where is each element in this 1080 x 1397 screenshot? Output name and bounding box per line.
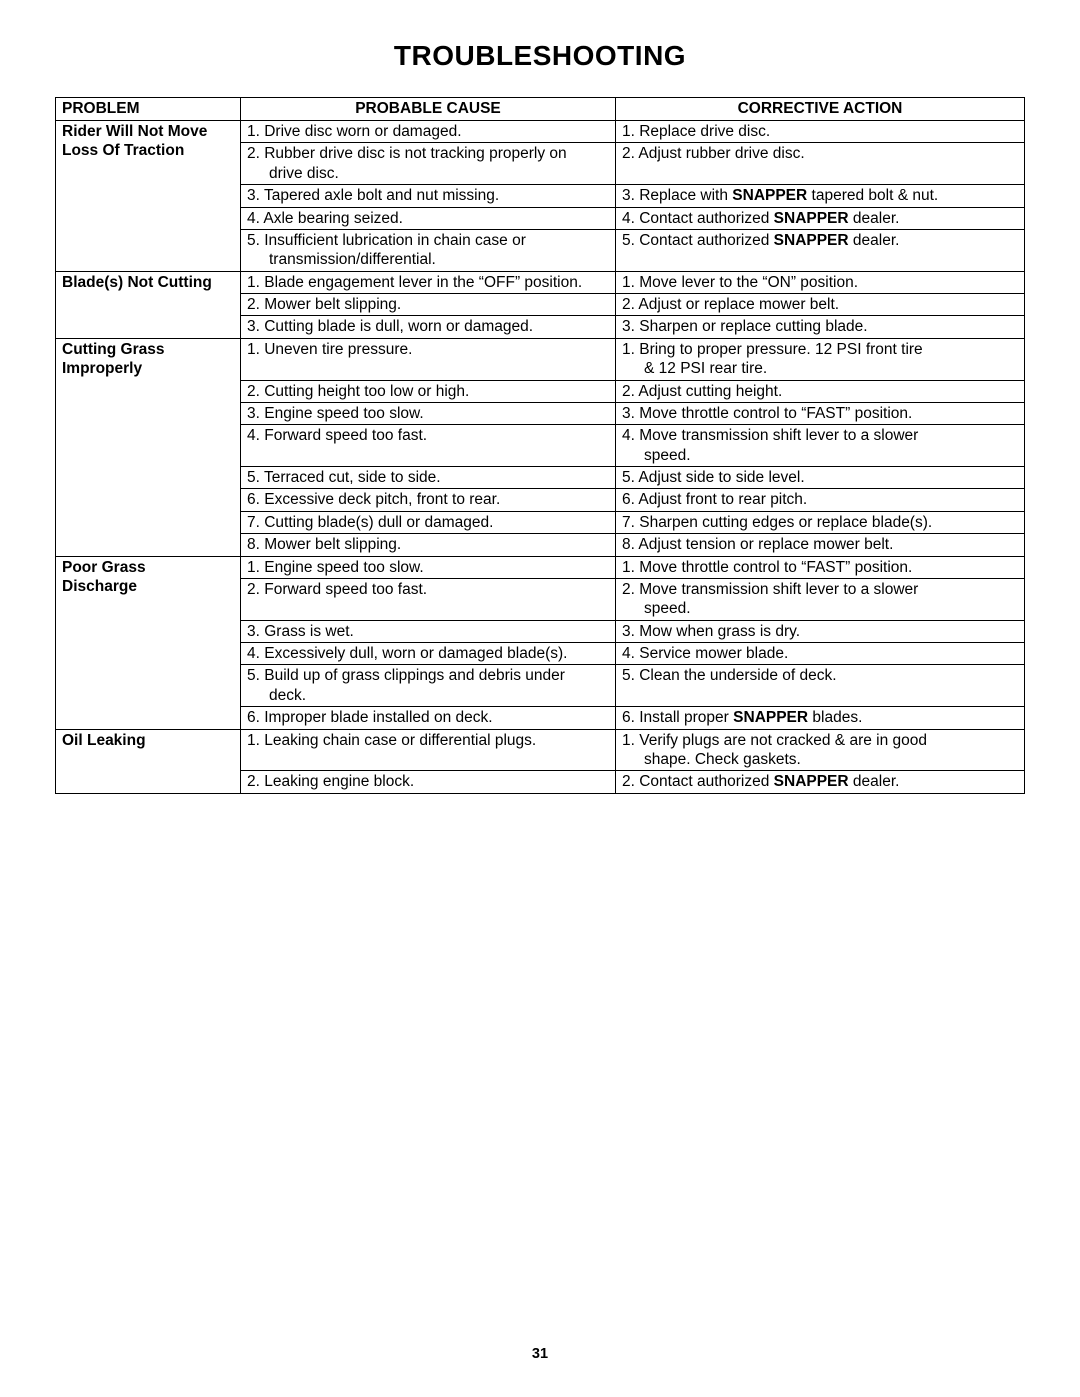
action-cell: 6. Install proper SNAPPER blades. bbox=[616, 707, 1025, 729]
cause-cell: 3. Engine speed too slow. bbox=[241, 402, 616, 424]
cause-cell: 2. Forward speed too fast. bbox=[241, 578, 616, 620]
cause-continuation: transmission/differential. bbox=[247, 251, 436, 268]
action-cell: 4. Service mower blade. bbox=[616, 643, 1025, 665]
cause-cell: 2. Cutting height too low or high. bbox=[241, 380, 616, 402]
cause-cell: 1. Engine speed too slow. bbox=[241, 556, 616, 578]
table-row: Poor GrassDischarge1. Engine speed too s… bbox=[56, 556, 1025, 578]
cause-continuation: drive disc. bbox=[247, 165, 339, 182]
action-cell: 2. Adjust rubber drive disc. bbox=[616, 143, 1025, 185]
action-cell: 5. Clean the underside of deck. bbox=[616, 665, 1025, 707]
action-cell: 3. Sharpen or replace cutting blade. bbox=[616, 316, 1025, 338]
header-problem: PROBLEM bbox=[56, 98, 241, 121]
header-cause: PROBABLE CAUSE bbox=[241, 98, 616, 121]
action-continuation: speed. bbox=[622, 600, 691, 617]
action-cell: 1. Verify plugs are not cracked & are in… bbox=[616, 729, 1025, 771]
page-number: 31 bbox=[0, 1346, 1080, 1362]
cause-cell: 4. Axle bearing seized. bbox=[241, 207, 616, 229]
cause-cell: 1. Leaking chain case or differential pl… bbox=[241, 729, 616, 771]
action-cell: 7. Sharpen cutting edges or replace blad… bbox=[616, 511, 1025, 533]
cause-cell: 1. Drive disc worn or damaged. bbox=[241, 121, 616, 143]
action-continuation: speed. bbox=[622, 447, 691, 464]
problem-cell: Oil Leaking bbox=[56, 729, 241, 793]
action-cell: 2. Move transmission shift lever to a sl… bbox=[616, 578, 1025, 620]
action-cell: 2. Contact authorized SNAPPER dealer. bbox=[616, 771, 1025, 793]
table-row: Cutting GrassImproperly1. Uneven tire pr… bbox=[56, 338, 1025, 380]
action-cell: 2. Adjust or replace mower belt. bbox=[616, 294, 1025, 316]
brand-name: SNAPPER bbox=[733, 709, 808, 726]
action-cell: 6. Adjust front to rear pitch. bbox=[616, 489, 1025, 511]
action-cell: 1. Move lever to the “ON” position. bbox=[616, 271, 1025, 293]
table-body: Rider Will Not MoveLoss Of Traction1. Dr… bbox=[56, 121, 1025, 794]
brand-name: SNAPPER bbox=[732, 187, 807, 204]
action-cell: 4. Contact authorized SNAPPER dealer. bbox=[616, 207, 1025, 229]
cause-cell: 6. Improper blade installed on deck. bbox=[241, 707, 616, 729]
cause-cell: 1. Blade engagement lever in the “OFF” p… bbox=[241, 271, 616, 293]
cause-cell: 3. Tapered axle bolt and nut missing. bbox=[241, 185, 616, 207]
problem-cell: Poor GrassDischarge bbox=[56, 556, 241, 729]
cause-cell: 2. Rubber drive disc is not tracking pro… bbox=[241, 143, 616, 185]
table-row: Oil Leaking1. Leaking chain case or diff… bbox=[56, 729, 1025, 771]
brand-name: SNAPPER bbox=[774, 773, 849, 790]
cause-cell: 3. Grass is wet. bbox=[241, 620, 616, 642]
brand-name: SNAPPER bbox=[774, 210, 849, 227]
cause-cell: 4. Forward speed too fast. bbox=[241, 425, 616, 467]
cause-cell: 8. Mower belt slipping. bbox=[241, 534, 616, 556]
cause-cell: 3. Cutting blade is dull, worn or damage… bbox=[241, 316, 616, 338]
table-row: Blade(s) Not Cutting1. Blade engagement … bbox=[56, 271, 1025, 293]
cause-cell: 1. Uneven tire pressure. bbox=[241, 338, 616, 380]
action-continuation: & 12 PSI rear tire. bbox=[622, 360, 767, 377]
action-cell: 4. Move transmission shift lever to a sl… bbox=[616, 425, 1025, 467]
action-cell: 1. Bring to proper pressure. 12 PSI fron… bbox=[616, 338, 1025, 380]
cause-cell: 4. Excessively dull, worn or damaged bla… bbox=[241, 643, 616, 665]
action-cell: 3. Move throttle control to “FAST” posit… bbox=[616, 402, 1025, 424]
cause-cell: 2. Leaking engine block. bbox=[241, 771, 616, 793]
action-cell: 1. Move throttle control to “FAST” posit… bbox=[616, 556, 1025, 578]
brand-name: SNAPPER bbox=[774, 232, 849, 249]
cause-cell: 2. Mower belt slipping. bbox=[241, 294, 616, 316]
table-header-row: PROBLEM PROBABLE CAUSE CORRECTIVE ACTION bbox=[56, 98, 1025, 121]
action-cell: 3. Mow when grass is dry. bbox=[616, 620, 1025, 642]
problem-cell: Rider Will Not MoveLoss Of Traction bbox=[56, 121, 241, 272]
action-cell: 5. Adjust side to side level. bbox=[616, 467, 1025, 489]
cause-cell: 6. Excessive deck pitch, front to rear. bbox=[241, 489, 616, 511]
problem-cell: Cutting GrassImproperly bbox=[56, 338, 241, 556]
troubleshooting-table: PROBLEM PROBABLE CAUSE CORRECTIVE ACTION… bbox=[55, 97, 1025, 794]
problem-cell: Blade(s) Not Cutting bbox=[56, 271, 241, 338]
action-cell: 5. Contact authorized SNAPPER dealer. bbox=[616, 229, 1025, 271]
cause-cell: 7. Cutting blade(s) dull or damaged. bbox=[241, 511, 616, 533]
cause-cell: 5. Terraced cut, side to side. bbox=[241, 467, 616, 489]
cause-cell: 5. Build up of grass clippings and debri… bbox=[241, 665, 616, 707]
header-action: CORRECTIVE ACTION bbox=[616, 98, 1025, 121]
action-cell: 1. Replace drive disc. bbox=[616, 121, 1025, 143]
action-continuation: shape. Check gaskets. bbox=[622, 751, 801, 768]
action-cell: 8. Adjust tension or replace mower belt. bbox=[616, 534, 1025, 556]
table-row: Rider Will Not MoveLoss Of Traction1. Dr… bbox=[56, 121, 1025, 143]
action-cell: 2. Adjust cutting height. bbox=[616, 380, 1025, 402]
cause-cell: 5. Insufficient lubrication in chain cas… bbox=[241, 229, 616, 271]
action-cell: 3. Replace with SNAPPER tapered bolt & n… bbox=[616, 185, 1025, 207]
cause-continuation: deck. bbox=[247, 687, 306, 704]
page-title: TROUBLESHOOTING bbox=[55, 40, 1025, 72]
